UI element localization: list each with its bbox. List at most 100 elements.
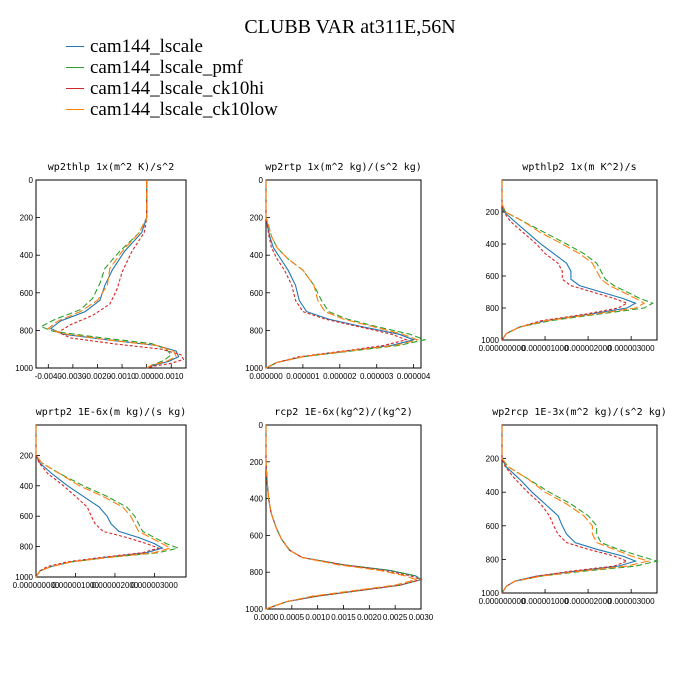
x-tick-label: 0.000001	[286, 372, 320, 381]
y-tick-label: 1000	[481, 589, 499, 598]
legend: cam144_lscale cam144_lscale_pmf cam144_l…	[66, 36, 278, 120]
x-tick-label: 0.0005	[280, 613, 305, 622]
y-tick-label: 600	[250, 289, 264, 298]
y-tick-label: 800	[250, 568, 264, 577]
legend-swatch-4	[66, 109, 84, 110]
x-tick-label: 0.0000	[254, 613, 279, 622]
series-line-2	[501, 425, 660, 594]
plot-frame	[501, 179, 658, 341]
series-line-3	[35, 425, 161, 578]
panel-title: wp2thlp 1x(m^2 K)/s^2	[48, 162, 174, 173]
y-tick-label: 1000	[481, 336, 499, 345]
x-tick-label: 0.000003000	[131, 581, 178, 590]
x-tick-label: 0.000001000	[52, 581, 99, 590]
y-tick-label: 800	[486, 304, 500, 313]
x-tick-label: 0.000002000	[565, 597, 612, 606]
y-tick-label: 400	[486, 240, 500, 249]
x-tick-label: 0.000001000	[522, 344, 569, 353]
y-tick-label: 600	[250, 531, 264, 540]
y-tick-label: 200	[250, 458, 264, 467]
x-tick-label: 0.0000	[134, 372, 159, 381]
series-line-4	[265, 180, 420, 369]
panel-wp2thlp: wp2thlp 1x(m^2 K)/s^202004006008001000-0…	[15, 162, 187, 381]
y-tick-label: 800	[486, 555, 500, 564]
series-line-2	[265, 425, 423, 610]
series-line-4	[35, 425, 172, 578]
plot-frame	[35, 424, 187, 578]
legend-swatch-2	[66, 67, 84, 68]
x-tick-label: 0.0030	[409, 613, 434, 622]
y-tick-label: 1000	[15, 573, 33, 582]
legend-label-4: cam144_lscale_ck10low	[90, 98, 278, 120]
x-tick-label: 0.0010	[305, 613, 330, 622]
y-tick-label: 1000	[15, 364, 33, 373]
y-tick-label: 600	[20, 289, 34, 298]
series-line-1	[49, 180, 180, 369]
x-tick-label: 0.000002000	[92, 581, 139, 590]
series-line-1	[265, 180, 416, 369]
panel-title: rcp2 1E-6x(kg^2)/(kg^2)	[274, 407, 412, 418]
y-tick-label: 600	[20, 512, 34, 521]
x-tick-label: 0.000000000	[479, 344, 526, 353]
series-line-1	[501, 180, 637, 341]
legend-item-2: cam144_lscale_pmf	[66, 57, 278, 78]
series-line-3	[56, 180, 185, 369]
panel-title: wprtp2 1E-6x(m kg)/(s kg)	[36, 407, 187, 418]
x-tick-label: 0.000003000	[608, 344, 655, 353]
plot-frame	[265, 179, 422, 369]
panel-title: wp2rtp 1x(m^2 kg)/(s^2 kg)	[265, 162, 422, 173]
series-line-3	[501, 180, 629, 341]
plot-frame	[265, 424, 422, 610]
panel-title: wp2rcp 1E-3x(m^2 kg)/(s^2 kg)	[492, 407, 667, 418]
y-tick-label: 400	[250, 495, 264, 504]
y-tick-label: 400	[20, 251, 34, 260]
x-tick-label: 0.0020	[357, 613, 382, 622]
series-line-4	[47, 180, 177, 369]
y-tick-label: 200	[486, 208, 500, 217]
y-tick-label: 0	[259, 421, 264, 430]
series-line-4	[501, 180, 646, 341]
x-tick-label: -0.0030	[59, 372, 87, 381]
y-tick-label: 600	[486, 522, 500, 531]
y-tick-label: 0	[259, 176, 264, 185]
x-tick-label: -0.0020	[84, 372, 112, 381]
series-line-3	[265, 425, 423, 610]
panel-wprtp2: wprtp2 1E-6x(m kg)/(s kg) 200 400 600 800 100…	[13, 407, 187, 590]
y-tick-label: 0	[29, 176, 34, 185]
x-tick-label: 0.0010	[159, 372, 184, 381]
x-tick-label: 0.000004	[397, 372, 431, 381]
series-line-3	[265, 180, 409, 369]
legend-label-3: cam144_lscale_ck10hi	[90, 77, 265, 99]
panel-wp2rcp: wp2rcp 1E-3x(m^2 kg)/(s^2 kg) 200 400 600 80…	[479, 407, 667, 606]
y-tick-label: 1000	[245, 605, 263, 614]
series-line-1	[265, 425, 423, 610]
y-tick-label: 800	[250, 326, 264, 335]
x-tick-label: 0.000001000	[522, 597, 569, 606]
panel-wp2rtp: wp2rtp 1x(m^2 kg)/(s^2 kg)0 200 400 600 800 1…	[245, 162, 431, 381]
series-line-2	[39, 180, 172, 369]
x-tick-label: 0.000000000	[479, 597, 526, 606]
legend-label-2: cam144_lscale_pmf	[90, 56, 244, 78]
panel-wpthlp2: wpthlp2 1x(m K^2)/s20040060080010000.000…	[479, 162, 658, 353]
y-tick-label: 1000	[245, 364, 263, 373]
x-tick-label: 0.000003	[360, 372, 394, 381]
y-tick-label: 800	[20, 543, 34, 552]
plot-frame	[35, 179, 187, 369]
x-tick-label: -0.0040	[35, 372, 63, 381]
y-tick-label: 200	[20, 214, 34, 223]
x-tick-label: -0.0010	[108, 372, 136, 381]
y-tick-label: 200	[486, 455, 500, 464]
page-title: CLUBB VAR at311E,56N	[244, 16, 456, 38]
legend-swatch-3	[66, 88, 84, 89]
legend-item-1: cam144_lscale	[66, 36, 278, 57]
x-tick-label: 0.000000000	[13, 581, 60, 590]
x-tick-label: 0.000000	[249, 372, 283, 381]
series-line-4	[265, 425, 418, 610]
plot-frame	[501, 424, 658, 594]
y-tick-label: 200	[20, 451, 34, 460]
y-tick-label: 600	[486, 272, 500, 281]
x-tick-label: 0.000003000	[608, 597, 655, 606]
y-tick-label: 400	[250, 251, 264, 260]
series-line-3	[501, 425, 629, 594]
y-tick-label: 400	[486, 488, 500, 497]
